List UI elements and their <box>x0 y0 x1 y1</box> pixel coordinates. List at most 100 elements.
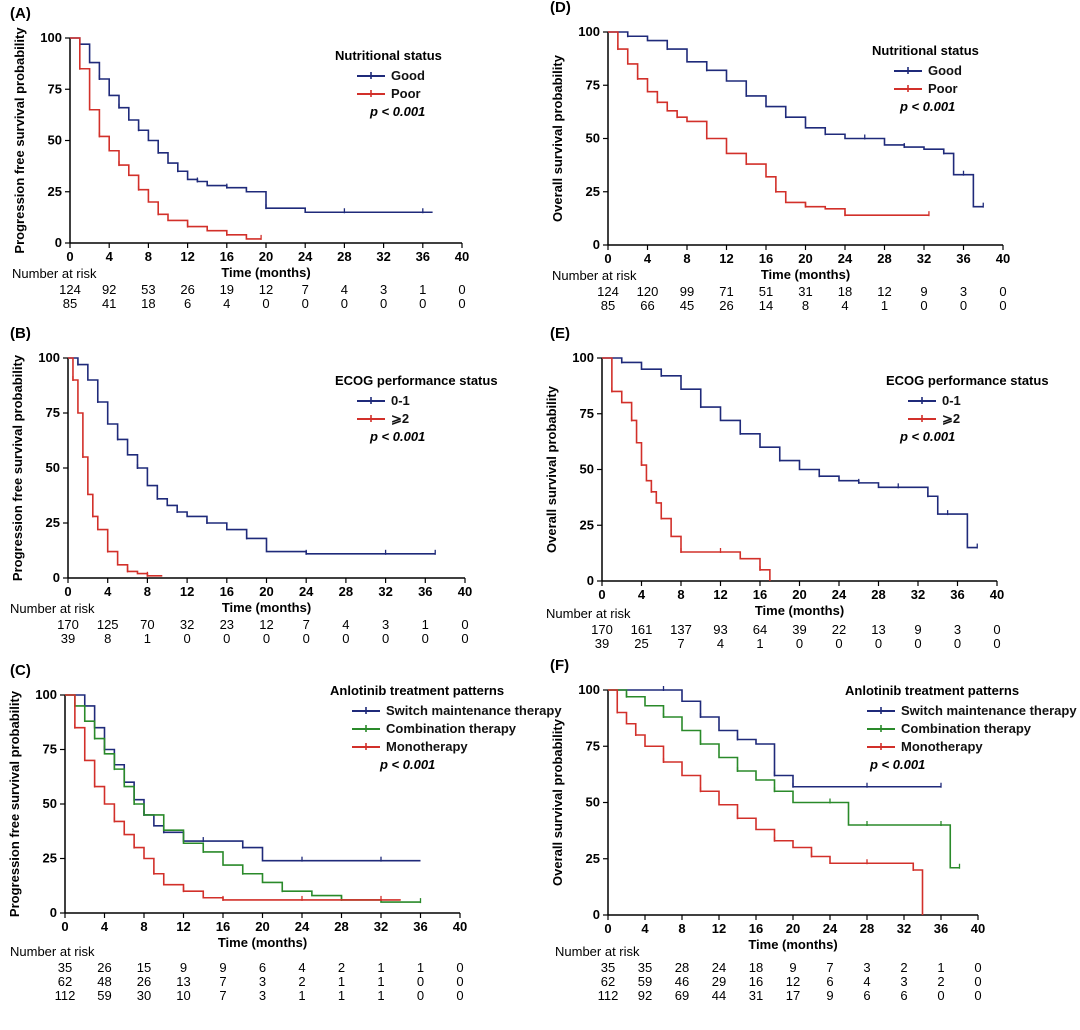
risk-count: 9 <box>180 960 187 975</box>
risk-count: 53 <box>141 282 155 297</box>
risk-count: 0 <box>419 296 426 311</box>
y-tick-label: 100 <box>578 24 600 39</box>
y-tick-label: 100 <box>38 350 60 365</box>
p-value: p < 0.001 <box>869 757 925 772</box>
risk-count: 39 <box>61 631 75 646</box>
risk-count: 32 <box>180 617 194 632</box>
x-tick-label: 20 <box>259 249 273 264</box>
risk-count: 13 <box>871 622 885 637</box>
legend-title: Nutritional status <box>335 48 442 63</box>
km-curve-0-1 <box>68 357 436 555</box>
risk-count: 0 <box>458 282 465 297</box>
x-tick-label: 36 <box>934 921 948 936</box>
x-tick-label: 32 <box>917 251 931 266</box>
risk-count: 35 <box>638 960 652 975</box>
x-tick-label: 16 <box>220 249 234 264</box>
x-tick-label: 4 <box>638 587 646 602</box>
risk-count: 19 <box>220 282 234 297</box>
y-tick-label: 0 <box>587 573 594 588</box>
risk-count: 0 <box>417 974 424 989</box>
legend-entry: Monotherapy <box>386 739 468 754</box>
risk-count: 71 <box>719 284 733 299</box>
x-tick-label: 20 <box>792 587 806 602</box>
x-tick-label: 8 <box>683 251 690 266</box>
y-tick-label: 50 <box>586 131 600 146</box>
x-tick-label: 36 <box>413 919 427 934</box>
x-tick-label: 4 <box>104 584 112 599</box>
risk-count: 99 <box>680 284 694 299</box>
p-value: p < 0.001 <box>369 104 425 119</box>
risk-count: 4 <box>863 974 870 989</box>
risk-count: 85 <box>601 298 615 313</box>
x-tick-label: 4 <box>101 919 109 934</box>
risk-count: 59 <box>638 974 652 989</box>
legend-entry: Combination therapy <box>386 721 517 736</box>
risk-count: 0 <box>262 296 269 311</box>
risk-table-header: Number at risk <box>546 606 631 621</box>
x-axis-title: Time (months) <box>218 935 307 950</box>
y-tick-label: 25 <box>586 851 600 866</box>
risk-count: 0 <box>796 636 803 651</box>
legend-title: Nutritional status <box>872 43 979 58</box>
risk-count: 22 <box>832 622 846 637</box>
risk-count: 39 <box>792 622 806 637</box>
x-tick-label: 40 <box>455 249 469 264</box>
x-tick-label: 28 <box>871 587 885 602</box>
km-curve--2 <box>68 357 163 577</box>
risk-count: 6 <box>826 974 833 989</box>
x-tick-label: 0 <box>604 251 611 266</box>
y-tick-label: 75 <box>580 406 594 421</box>
risk-count: 0 <box>993 636 1000 651</box>
risk-count: 35 <box>601 960 615 975</box>
risk-count: 66 <box>640 298 654 313</box>
panel-label: (E) <box>550 325 570 342</box>
legend-entry: Switch maintenance therapy <box>901 703 1077 718</box>
risk-count: 46 <box>675 974 689 989</box>
x-tick-label: 28 <box>339 584 353 599</box>
y-tick-label: 75 <box>46 405 60 420</box>
x-tick-label: 4 <box>644 251 652 266</box>
y-tick-label: 25 <box>48 184 62 199</box>
x-tick-label: 0 <box>66 249 73 264</box>
risk-count: 1 <box>756 636 763 651</box>
risk-count: 7 <box>219 974 226 989</box>
risk-count: 0 <box>999 284 1006 299</box>
x-tick-label: 16 <box>216 919 230 934</box>
legend-title: ECOG performance status <box>335 373 498 388</box>
risk-count: 0 <box>920 298 927 313</box>
km-curve-monotherapy <box>65 694 401 901</box>
x-tick-label: 40 <box>458 584 472 599</box>
risk-count: 12 <box>259 282 273 297</box>
risk-count: 1 <box>298 988 305 1003</box>
legend-title: Anlotinib treatment patterns <box>845 683 1019 698</box>
y-tick-label: 0 <box>53 570 60 585</box>
risk-count: 0 <box>461 631 468 646</box>
x-tick-label: 24 <box>838 251 853 266</box>
risk-count: 48 <box>97 974 111 989</box>
risk-count: 0 <box>382 631 389 646</box>
risk-count: 13 <box>176 974 190 989</box>
risk-count: 1 <box>144 631 151 646</box>
km-curve-monotherapy <box>608 689 924 915</box>
risk-count: 6 <box>259 960 266 975</box>
risk-count: 137 <box>670 622 692 637</box>
risk-count: 18 <box>838 284 852 299</box>
risk-count: 4 <box>298 960 305 975</box>
risk-count: 0 <box>993 622 1000 637</box>
risk-count: 1 <box>377 988 384 1003</box>
y-axis-title: Overall survival probability <box>544 385 559 553</box>
x-tick-label: 24 <box>295 919 310 934</box>
y-tick-label: 100 <box>40 30 62 45</box>
legend-entry: Good <box>391 68 425 83</box>
y-tick-label: 25 <box>586 184 600 199</box>
risk-count: 0 <box>417 988 424 1003</box>
risk-count: 0 <box>263 631 270 646</box>
x-tick-label: 12 <box>712 921 726 936</box>
risk-count: 0 <box>456 960 463 975</box>
x-axis-title: Time (months) <box>222 600 311 615</box>
legend-entry: ⩾2 <box>942 411 960 426</box>
legend-entry: Monotherapy <box>901 739 983 754</box>
